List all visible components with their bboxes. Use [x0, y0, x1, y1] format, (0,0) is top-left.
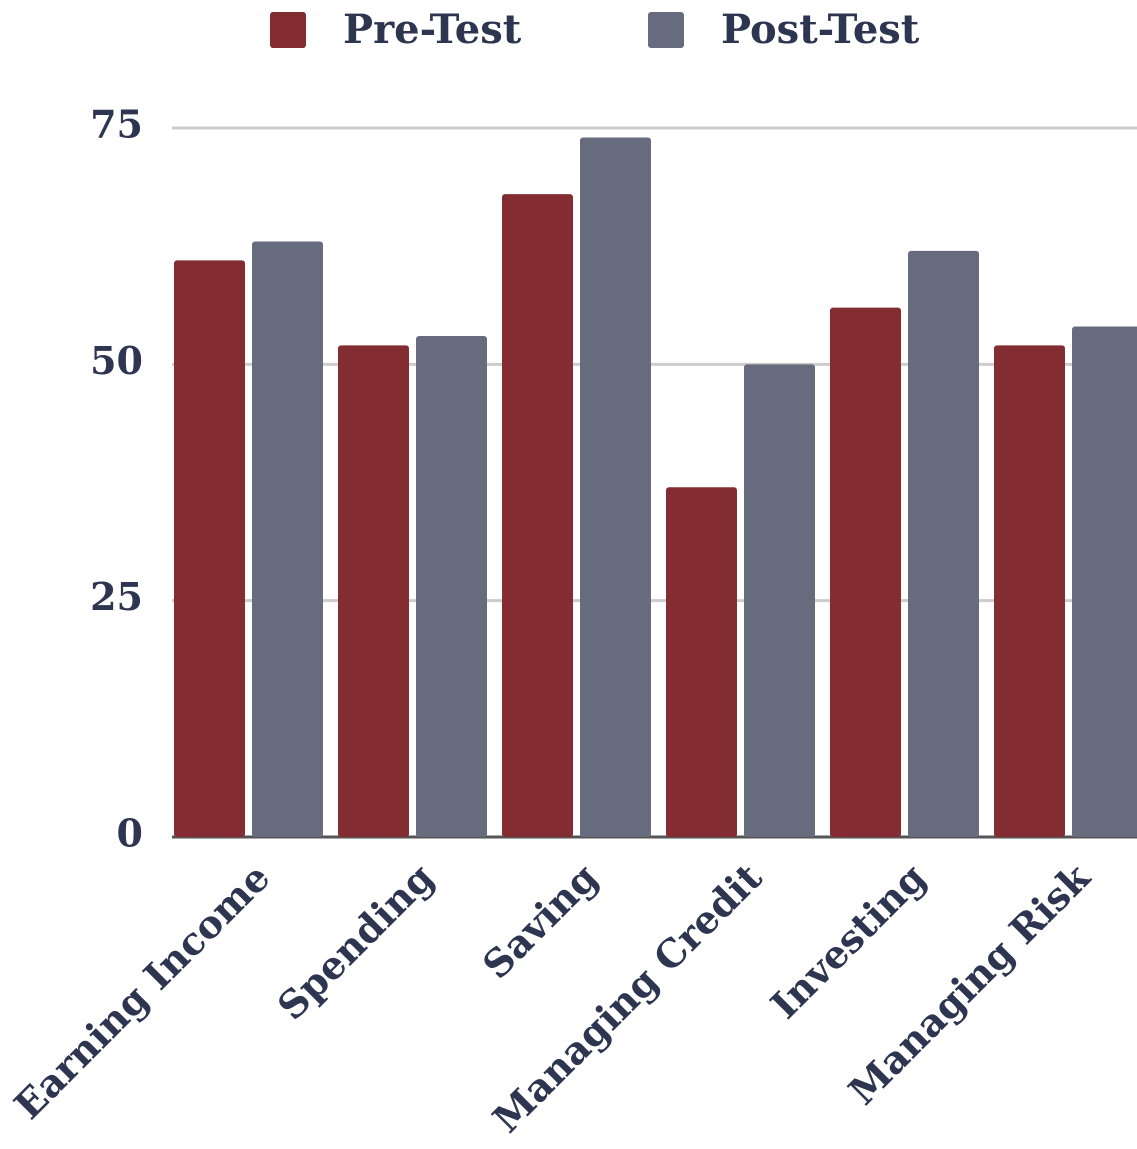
- bar: [416, 335, 487, 837]
- legend-label: Pre-Test: [343, 6, 522, 53]
- x-tick-label: Managing Credit: [484, 854, 771, 1141]
- y-tick-label: 0: [117, 811, 143, 856]
- bar: [580, 137, 651, 837]
- x-tick-label: Saving: [474, 855, 607, 988]
- y-tick-label: 25: [90, 574, 143, 619]
- bar: [338, 345, 409, 837]
- bar: [666, 487, 737, 837]
- y-tick-label: 75: [90, 102, 143, 147]
- bar: [502, 194, 573, 837]
- legend-label: Post-Test: [721, 6, 920, 53]
- bar: [744, 364, 815, 837]
- bar: [830, 307, 901, 837]
- bar: [908, 250, 979, 838]
- legend-swatch: [270, 12, 306, 48]
- bar: [252, 241, 323, 837]
- y-tick-label: 50: [90, 338, 143, 383]
- x-tick-label: Spending: [268, 855, 442, 1029]
- bar: [174, 260, 245, 837]
- bar: [1072, 326, 1137, 837]
- legend-swatch: [648, 12, 684, 48]
- bar: [994, 345, 1065, 837]
- x-tick-label: Investing: [762, 855, 935, 1028]
- x-tick-label: Earning Income: [5, 855, 278, 1128]
